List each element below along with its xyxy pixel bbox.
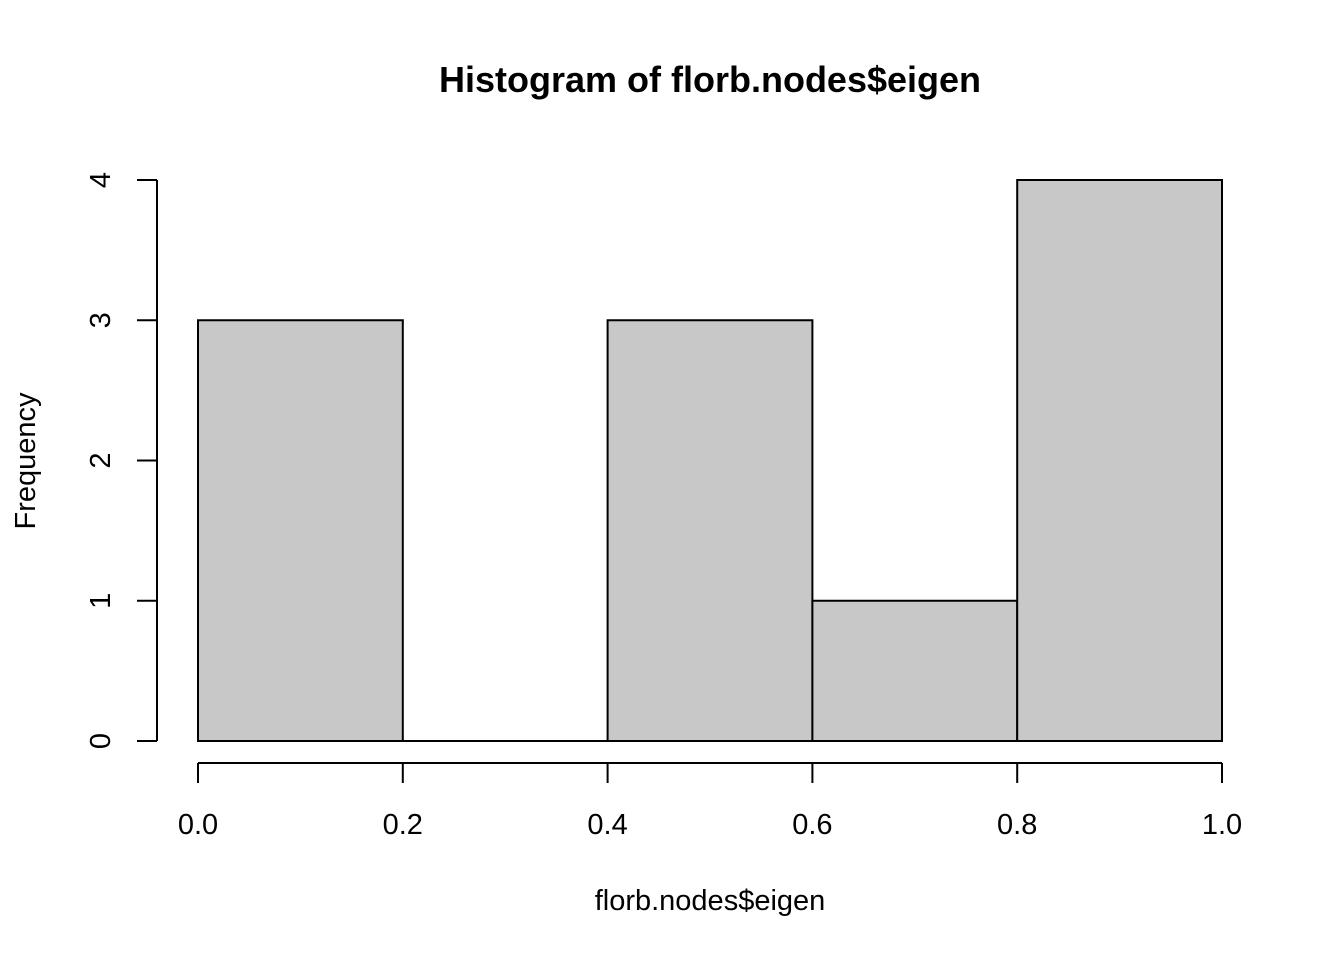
histogram-bar — [1016, 179, 1224, 742]
histogram-bar — [811, 599, 1019, 742]
y-tick-label: 1 — [85, 593, 117, 609]
y-tick-label: 3 — [85, 312, 117, 328]
x-tick-label: 1.0 — [1202, 809, 1242, 841]
histogram-bar — [197, 319, 404, 742]
x-axis-label: florb.nodes$eigen — [595, 885, 826, 917]
y-axis-label: Frequency — [10, 392, 42, 530]
y-axis: 0 1 2 3 4 — [85, 172, 158, 749]
histogram-bar — [606, 319, 814, 742]
bars-group — [197, 179, 1224, 742]
y-tick-label: 4 — [85, 172, 117, 188]
x-tick-label: 0.6 — [792, 809, 832, 841]
y-tick-label: 2 — [85, 452, 117, 468]
x-tick-label: 0.2 — [383, 809, 423, 841]
y-tick-label: 0 — [85, 733, 117, 749]
x-tick-label: 0.8 — [997, 809, 1037, 841]
chart-title: Histogram of florb.nodes$eigen — [439, 59, 981, 100]
x-axis: 0.0 0.2 0.4 0.6 0.8 1.0 — [178, 762, 1242, 841]
x-tick-label: 0.4 — [587, 809, 627, 841]
x-tick-label: 0.0 — [178, 809, 218, 841]
